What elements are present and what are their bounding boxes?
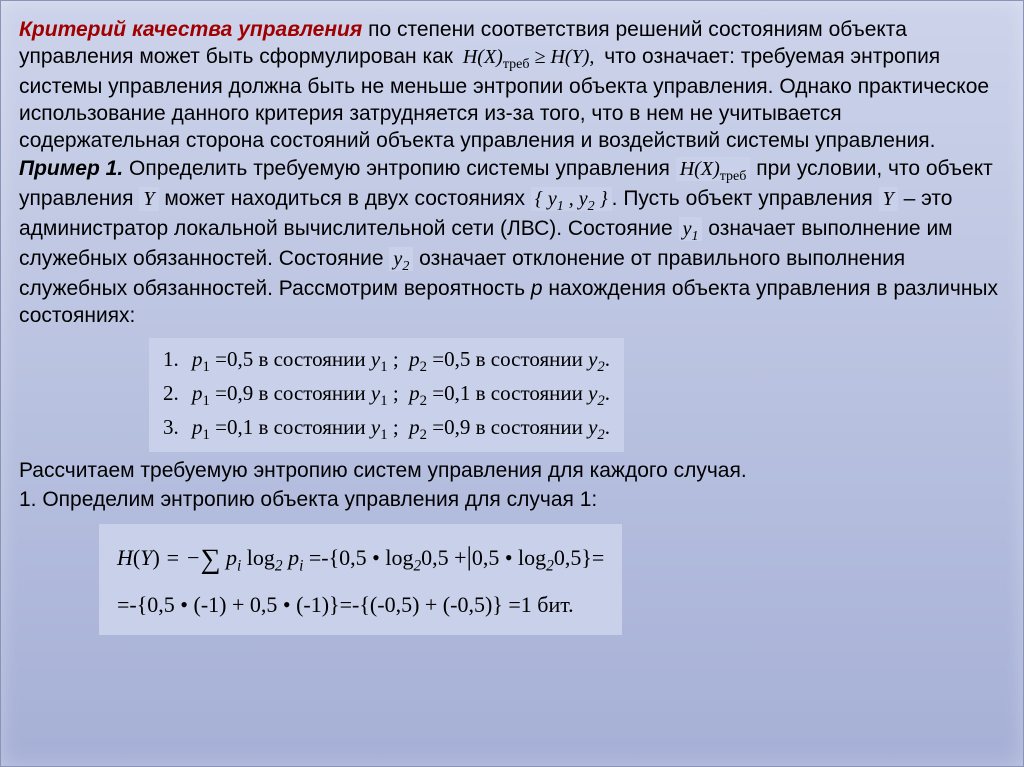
case-num-1: 1. — [163, 347, 179, 371]
calc-line-2: =-{0,5 • (-1) + 0,5 • (-1)}=-{(-0,5) + (… — [117, 585, 604, 625]
case2-p2: 0,1 — [444, 381, 470, 405]
formula-y2: y2 — [389, 247, 413, 271]
case-row-2: 2. p1 =0,9 в состоянии y1 ; p2 =0,1 в со… — [163, 378, 610, 412]
case3-p1: 0,1 — [227, 415, 253, 439]
case-num-3: 3. — [163, 415, 179, 439]
case3-p2: 0,9 — [444, 415, 470, 439]
cases-list: 1. p1 =0,5 в состоянии y1 ; p2 =0,5 в со… — [149, 338, 624, 453]
p2d: . Пусть объект управления — [612, 187, 879, 210]
case-row-1: 1. p1 =0,5 в состоянии y1 ; p2 =0,5 в со… — [163, 344, 610, 378]
formula-Y-2: Y — [879, 187, 898, 211]
p2a: Определить требуемую энтропию системы уп… — [123, 157, 676, 180]
paragraph-3: Рассчитаем требуемую энтропию систем упр… — [19, 458, 1005, 485]
formula-hx-treb: H(X)треб — [676, 157, 751, 181]
paragraph-2: Пример 1. Определить требуемую энтропию … — [19, 156, 1005, 329]
paragraph-4: 1. Определим энтропию объекта управления… — [19, 487, 1005, 514]
formula-y1: y1 — [679, 217, 703, 241]
paragraph-1: Критерий качества управления по степени … — [19, 17, 1005, 154]
p-variable: p — [531, 277, 543, 300]
p2c: может находиться в двух состояниях — [159, 187, 531, 210]
slide-container: Критерий качества управления по степени … — [0, 0, 1024, 767]
case-num-2: 2. — [163, 381, 179, 405]
calc-line-1: H(Y) = −∑ pi log2 pi =-{0,5 • log20,5 +|… — [117, 534, 604, 585]
title-criterion: Критерий качества управления — [19, 18, 362, 41]
case1-p1: 0,5 — [227, 347, 253, 371]
formula-Y: Y — [139, 187, 158, 211]
case1-p2: 0,5 — [444, 347, 470, 371]
case-row-3: 3. p1 =0,1 в состоянии y1 ; p2 =0,9 в со… — [163, 412, 610, 446]
case2-p1: 0,9 — [227, 381, 253, 405]
calculation-block: H(Y) = −∑ pi log2 pi =-{0,5 • log20,5 +|… — [99, 524, 622, 635]
formula-state-set: { y1 , y2 } — [531, 187, 612, 211]
example-label: Пример 1. — [19, 157, 123, 180]
formula-main-inequality: H(X)треб ≥ H(Y), — [459, 45, 599, 69]
